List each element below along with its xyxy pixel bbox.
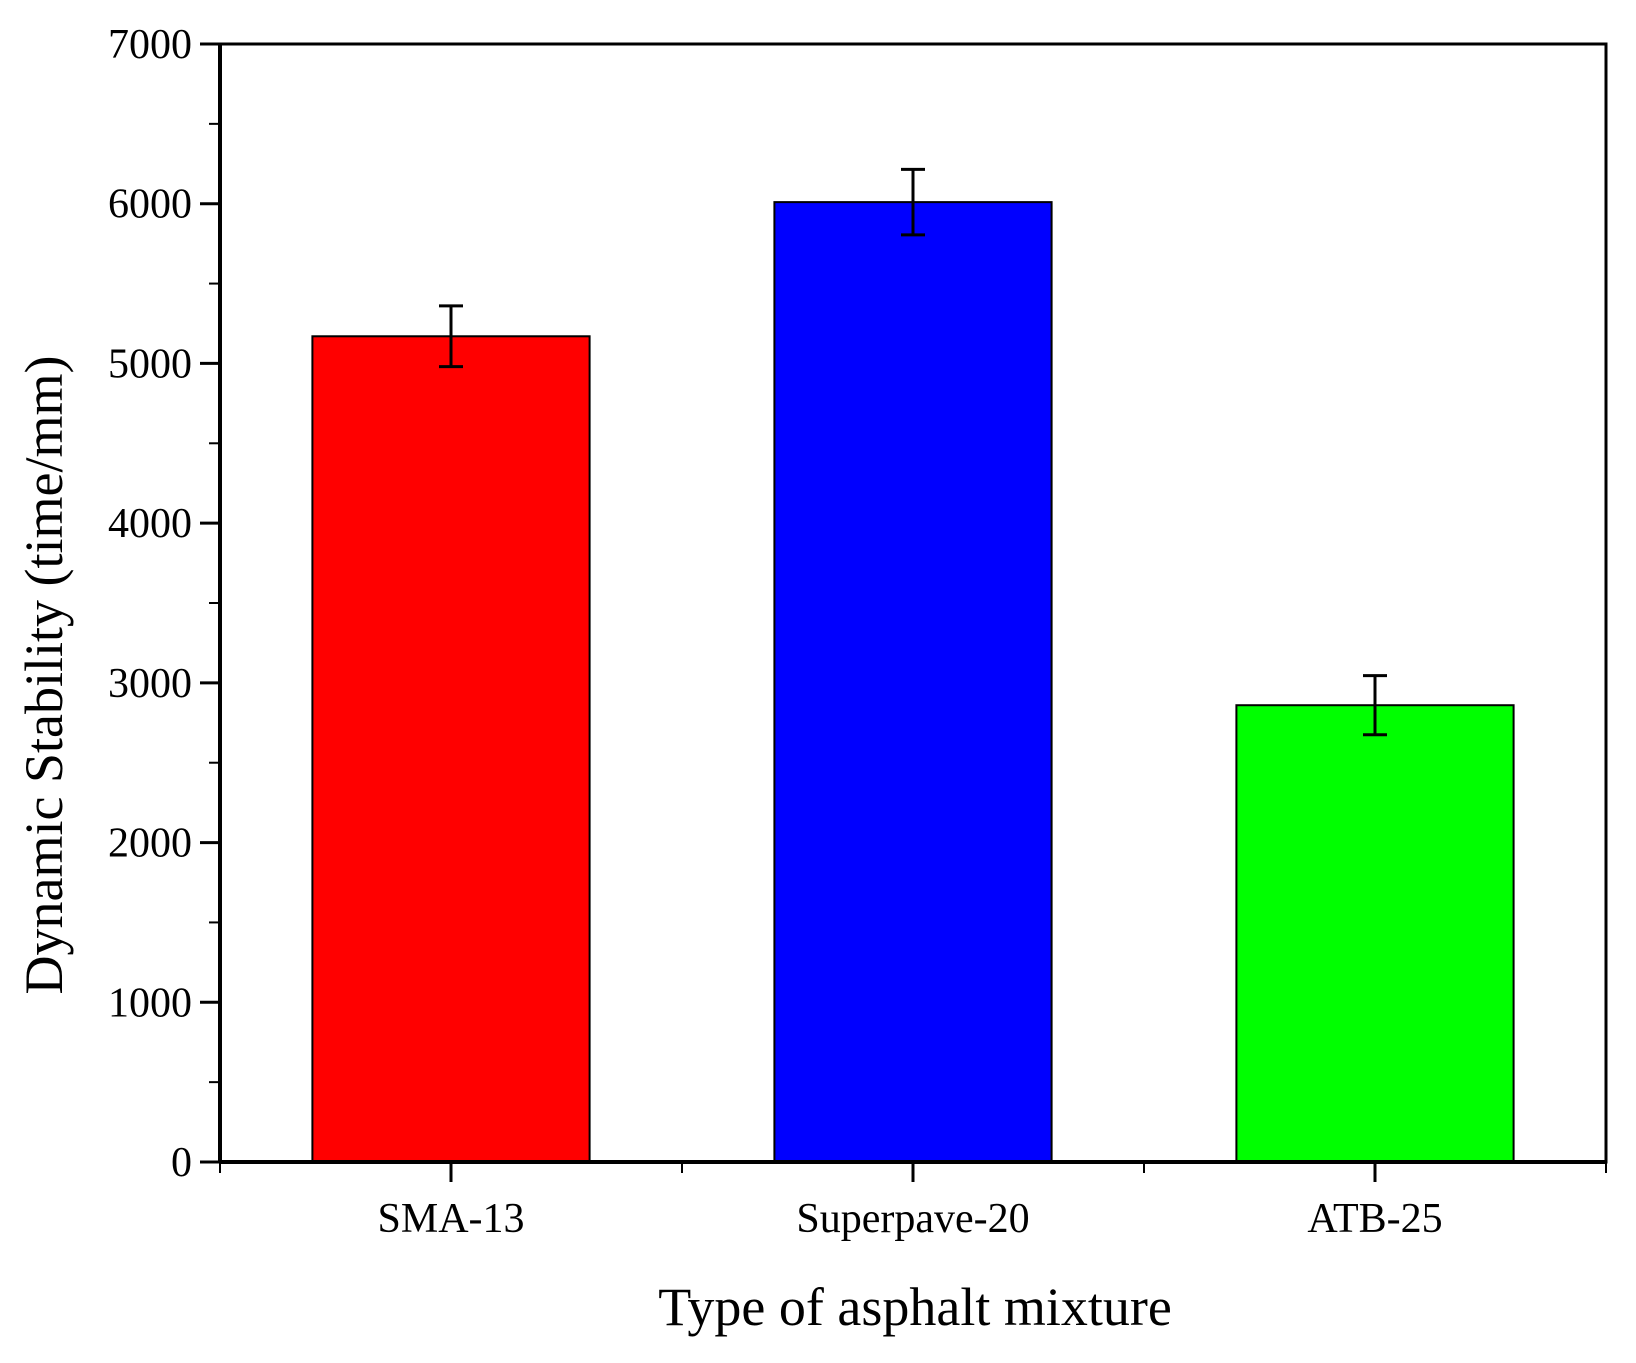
- y-tick-label-7000: 7000: [108, 22, 192, 68]
- bar-superpave-20: [773, 201, 1053, 1164]
- tick-labels-layer: SMA-13 Superpave-20 ATB-25 0 1000 2000 3000 400…: [108, 22, 1443, 1242]
- y-tick-label-2000: 2000: [108, 821, 192, 867]
- y-tick-label-3000: 3000: [108, 661, 192, 707]
- x-axis-title: Type of asphalt mixture: [658, 1277, 1172, 1337]
- y-tick-label-0: 0: [171, 1140, 192, 1186]
- y-tick-label-1000: 1000: [108, 980, 192, 1026]
- x-tick-label-atb-25: ATB-25: [1307, 1196, 1442, 1242]
- error-bars-layer: [439, 167, 1387, 737]
- bar-sma-13: [311, 335, 591, 1163]
- ticks-layer: [200, 42, 1607, 1182]
- x-tick-label-sma-13: SMA-13: [377, 1196, 524, 1242]
- y-tick-label-4000: 4000: [108, 501, 192, 547]
- x-tick-label-superpave-20: Superpave-20: [796, 1196, 1029, 1242]
- bar-atb-25: [1235, 704, 1515, 1164]
- y-tick-label-6000: 6000: [108, 182, 192, 228]
- bars-layer: [311, 201, 1515, 1164]
- y-axis-title: Dynamic Stability (time/mm): [14, 356, 74, 995]
- y-tick-label-5000: 5000: [108, 341, 192, 387]
